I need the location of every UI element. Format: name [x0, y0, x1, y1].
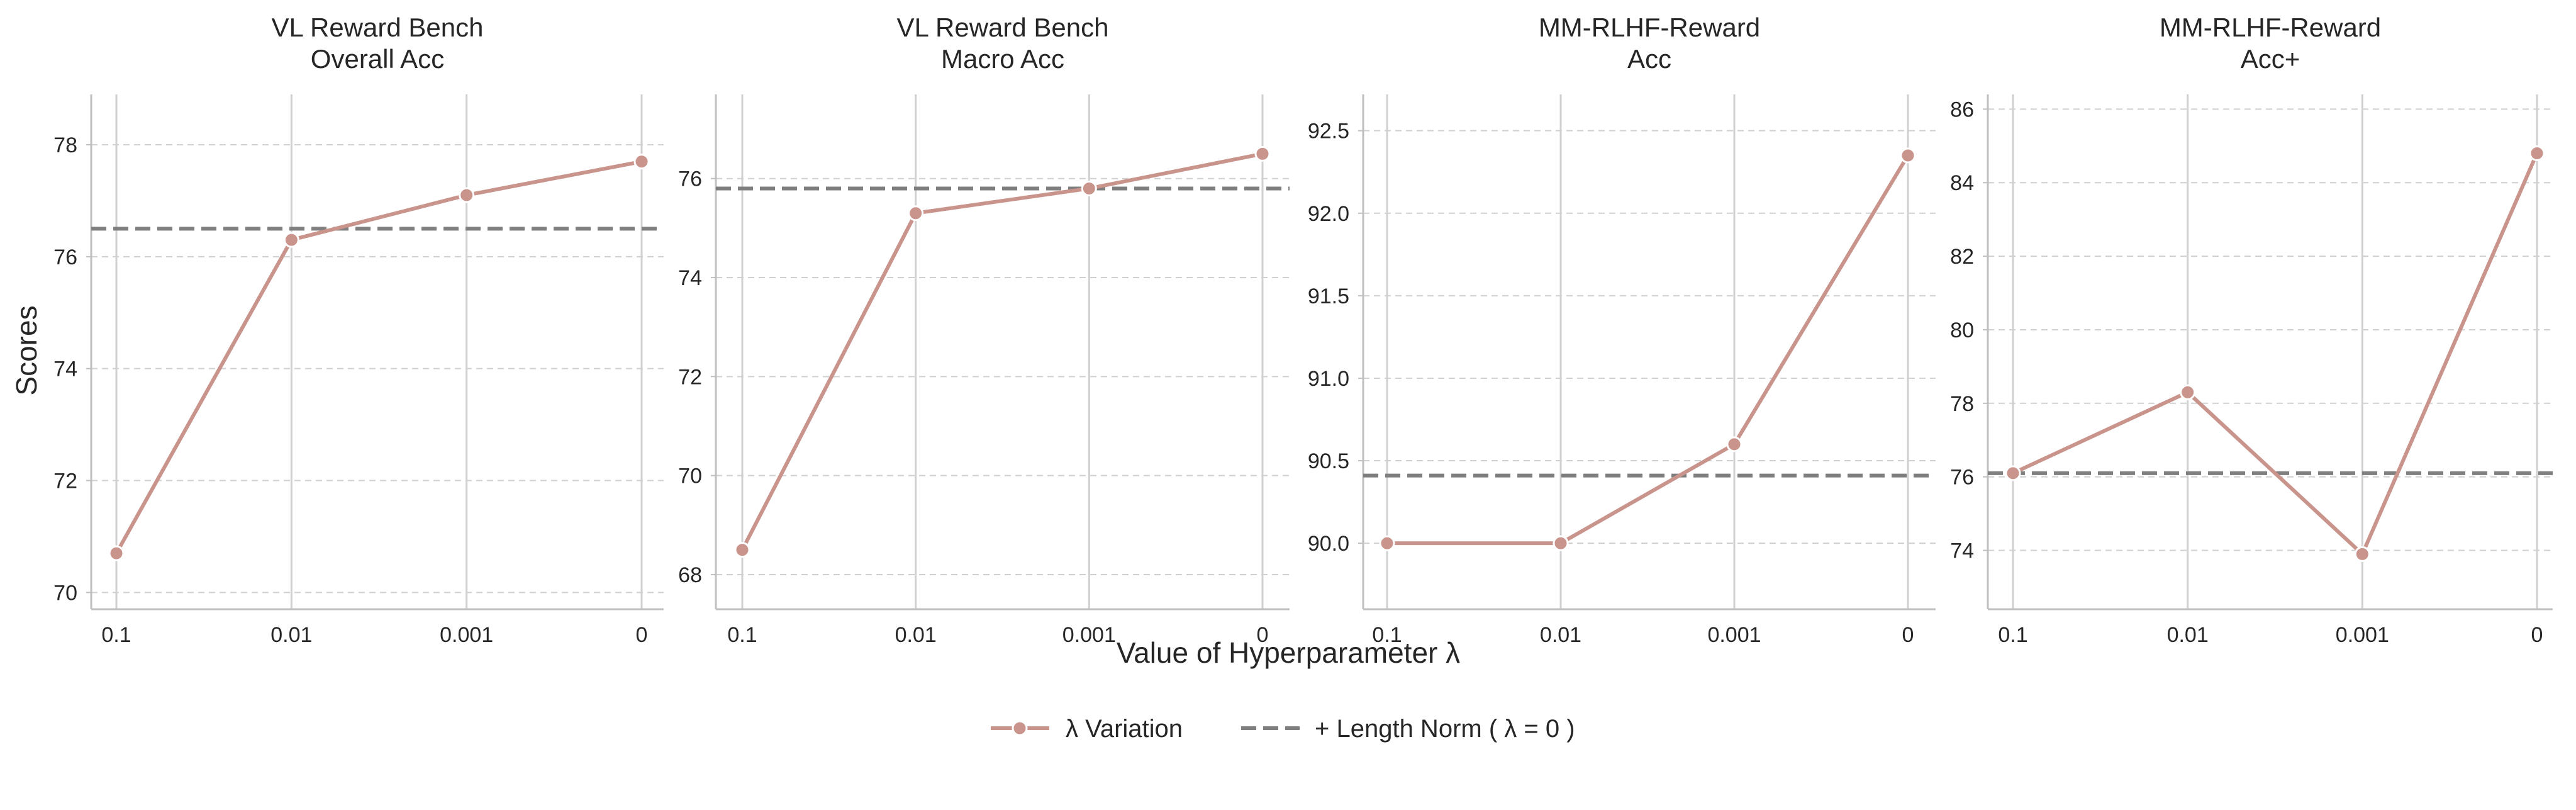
legend: λ Variation + Length Norm ( λ = 0 ): [991, 715, 1575, 743]
y-axis-label: Scores: [10, 305, 43, 395]
data-point: [908, 205, 924, 222]
panel-3: 90.0 90.5 91.0 91.5 92.0 92.5 0.1 0.01 0.001 0 MM-…: [1308, 13, 1936, 647]
y-tick-label: 90.5: [1308, 449, 1349, 473]
panel-title: MM-RLHF-Reward Acc+: [2160, 13, 2381, 74]
y-tick-label: 70: [53, 581, 77, 605]
y-tick-label: 86: [1950, 98, 1974, 121]
x-tick-label: 0.1: [1998, 623, 2027, 647]
x-tick-label: 0.1: [1372, 623, 1402, 647]
y-tick-label: 82: [1950, 245, 1974, 269]
data-point: [734, 542, 750, 558]
y-tick-label: 72: [53, 470, 77, 493]
x-tick-label: 0.001: [2336, 623, 2389, 647]
x-tick-label: 0.001: [1062, 623, 1116, 647]
y-tick-label: 74: [1950, 539, 1974, 563]
panel-title-line: VL Reward Bench: [897, 13, 1109, 42]
data-point: [1900, 147, 1916, 164]
y-tick-label: 78: [53, 133, 77, 157]
panel-title-line: Acc: [1627, 44, 1671, 74]
panel-title-line: MM-RLHF-Reward: [1539, 13, 1760, 42]
panel-title-line: MM-RLHF-Reward: [2160, 13, 2381, 42]
y-tick-label: 92.0: [1308, 202, 1349, 226]
x-tick-label: 0.001: [440, 623, 493, 647]
y-tick-label: 92.5: [1308, 120, 1349, 143]
x-tick-label: 0.01: [270, 623, 312, 647]
data-point: [108, 545, 125, 561]
x-tick-label: 0: [2531, 623, 2543, 647]
y-tick-label: 76: [678, 167, 702, 191]
data-point: [1254, 145, 1271, 162]
x-tick-label: 0: [636, 623, 648, 647]
data-point: [2005, 465, 2021, 481]
data-point: [1553, 535, 1569, 551]
y-tick-label: 70: [678, 464, 702, 488]
panel-title: VL Reward Bench Overall Acc: [272, 13, 484, 74]
data-point: [633, 154, 650, 170]
data-point: [1081, 180, 1097, 196]
y-tick-label: 78: [1950, 392, 1974, 416]
data-point: [459, 187, 475, 203]
panel-title-line: Acc+: [2241, 44, 2300, 74]
panel-1: 70 72 74 76 78 0.1 0.01 0.001 0 VL Reward Bench Ov…: [53, 13, 664, 647]
legend-series-label: λ Variation: [1066, 715, 1183, 743]
panel-2: 68 70 72 74 76 0.1 0.01 0.001 0 VL Reward Bench Ma…: [678, 13, 1290, 647]
x-tick-label: 0.1: [101, 623, 131, 647]
panel-title-line: Overall Acc: [311, 44, 444, 74]
panel-title: MM-RLHF-Reward Acc: [1539, 13, 1760, 74]
data-point: [2180, 384, 2196, 400]
data-point: [2354, 546, 2370, 562]
data-point: [283, 232, 299, 248]
y-tick-label: 90.0: [1308, 532, 1349, 556]
series-line: [1387, 154, 1910, 546]
series-line: [740, 152, 1263, 551]
legend-series-marker: [1012, 720, 1028, 736]
y-tick-label: 72: [678, 365, 702, 389]
x-tick-label: 0.001: [1707, 623, 1761, 647]
panel-title-line: VL Reward Bench: [272, 13, 484, 42]
x-tick-label: 0.01: [895, 623, 937, 647]
x-tick-label: 0.1: [727, 623, 757, 647]
legend-baseline-label: + Length Norm ( λ = 0 ): [1315, 715, 1575, 743]
y-tick-label: 76: [53, 245, 77, 269]
data-point: [1379, 535, 1395, 551]
y-tick-label: 91.5: [1308, 284, 1349, 308]
data-point: [2529, 145, 2545, 161]
series-line: [114, 159, 642, 554]
data-point: [1726, 436, 1742, 453]
x-tick-label: 0: [1257, 623, 1269, 647]
panel-title: VL Reward Bench Macro Acc: [897, 13, 1109, 74]
y-tick-label: 84: [1950, 171, 1974, 195]
x-tick-label: 0.01: [1540, 623, 1581, 647]
y-tick-label: 76: [1950, 466, 1974, 490]
y-tick-label: 74: [678, 266, 702, 290]
y-tick-label: 68: [678, 563, 702, 587]
panel-title-line: Macro Acc: [941, 44, 1064, 74]
y-tick-label: 91.0: [1308, 367, 1349, 391]
x-tick-label: 0: [1902, 623, 1914, 647]
series-line: [2012, 152, 2539, 556]
x-tick-label: 0.01: [2167, 623, 2209, 647]
y-tick-label: 80: [1950, 318, 1974, 342]
panel-4: 74 76 78 80 82 84 86 0.1 0.01 0.001 0 MM-RLHF-Rewar…: [1950, 13, 2553, 647]
y-tick-label: 74: [53, 357, 77, 381]
x-axis-label: Value of Hyperparameter λ: [1117, 636, 1460, 669]
